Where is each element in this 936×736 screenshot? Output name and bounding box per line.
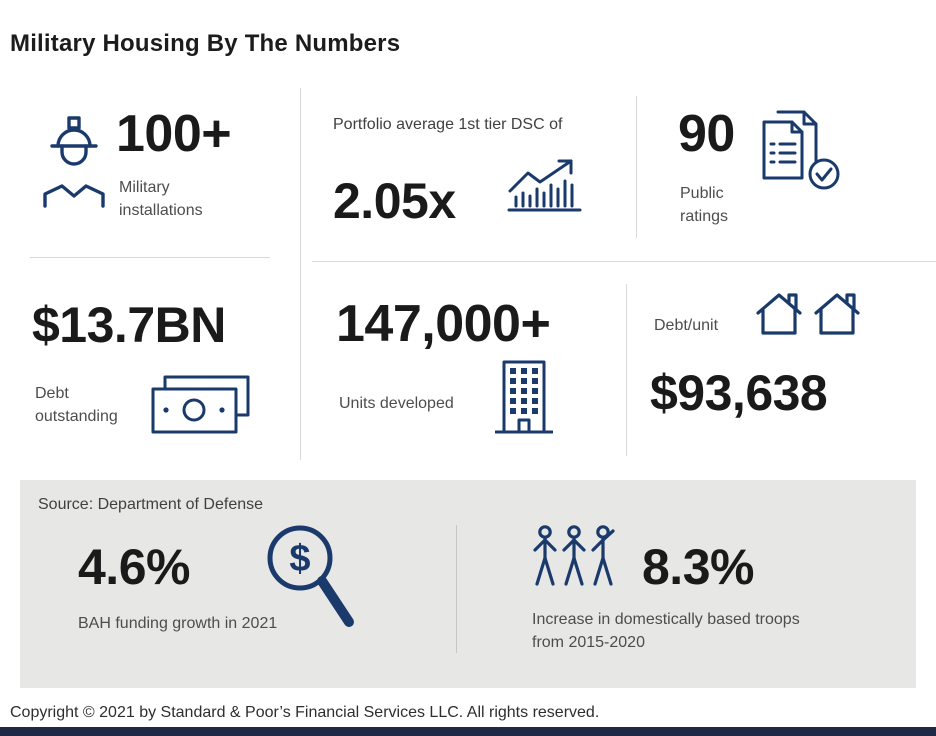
debt-per-unit-label: Debt/unit bbox=[654, 317, 719, 334]
troops-icon bbox=[533, 525, 615, 586]
ratings-value: 90 bbox=[678, 105, 735, 163]
footer-bar bbox=[0, 727, 936, 736]
dsc-intro: Portfolio average 1st tier DSC of bbox=[333, 116, 563, 133]
panel-divider bbox=[456, 525, 457, 653]
debt-value: $13.7BN bbox=[32, 297, 226, 353]
growth-chart-icon bbox=[507, 159, 582, 212]
divider-col-row1 bbox=[636, 96, 637, 238]
bah-value: 4.6% bbox=[78, 539, 190, 595]
units-value: 147,000+ bbox=[336, 295, 551, 353]
copyright-text: Copyright © 2021 by Standard & Poor’s Fi… bbox=[10, 704, 600, 721]
banknotes-icon bbox=[151, 375, 250, 434]
debt-per-unit-value: $93,638 bbox=[650, 365, 828, 421]
page-title: Military Housing By The Numbers bbox=[10, 30, 401, 57]
dsc-value: 2.05x bbox=[333, 173, 456, 229]
troops-value: 8.3% bbox=[642, 539, 754, 595]
debt-label: Debt outstanding bbox=[35, 385, 118, 426]
divider-row-col23 bbox=[312, 261, 936, 262]
divider-row-col1 bbox=[30, 257, 270, 258]
dollar-magnifier-icon: $ bbox=[267, 525, 354, 627]
houses-icon bbox=[756, 293, 860, 335]
troops-label: Increase in domestically based troops fr… bbox=[532, 611, 800, 652]
divider-col-row2 bbox=[626, 284, 627, 456]
ratings-label: Public ratings bbox=[680, 185, 729, 226]
source-panel: Source: Department of Defense 4.6% $ BAH… bbox=[20, 480, 916, 688]
divider-col-main bbox=[300, 88, 301, 460]
building-icon bbox=[495, 360, 553, 434]
installations-value: 100+ bbox=[116, 105, 232, 163]
installations-label: Military installations bbox=[119, 179, 203, 220]
svg-text:$: $ bbox=[289, 538, 310, 580]
construction-worker-icon bbox=[43, 116, 105, 208]
bah-label: BAH funding growth in 2021 bbox=[78, 615, 278, 632]
units-label: Units developed bbox=[339, 395, 454, 412]
rated-document-icon bbox=[762, 110, 840, 190]
source-note: Source: Department of Defense bbox=[38, 496, 264, 513]
